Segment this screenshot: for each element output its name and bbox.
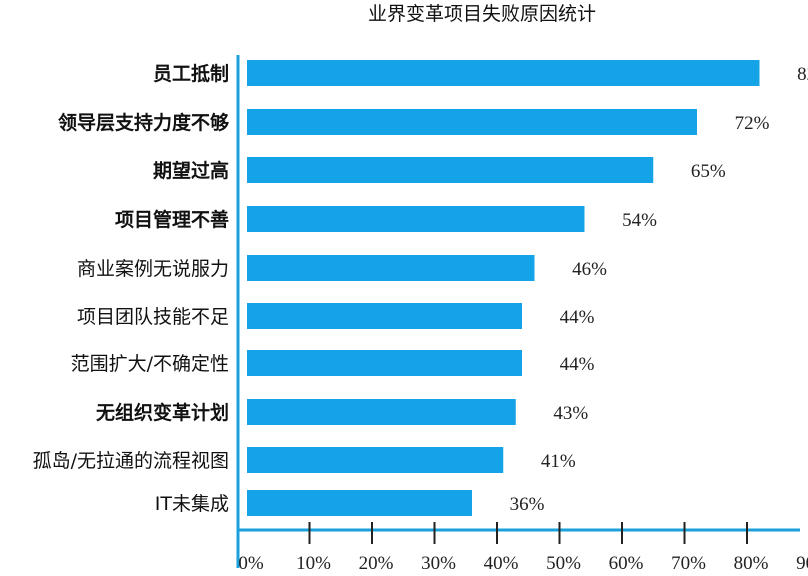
category-label: IT未集成 [155, 493, 229, 515]
value-label: 46% [572, 259, 607, 280]
value-label: 41% [541, 451, 576, 472]
category-label: 期望过高 [153, 159, 229, 182]
x-tick-label: 70% [671, 553, 706, 574]
category-label: 员工抵制 [153, 62, 229, 85]
value-label: 44% [560, 307, 595, 328]
bar-9 [247, 447, 504, 473]
bar-3 [247, 157, 654, 183]
bar-5 [247, 255, 535, 281]
value-label: 65% [691, 161, 726, 182]
x-tick-label: 40% [484, 553, 519, 574]
value-label: 36% [510, 494, 545, 515]
category-label: 项目团队技能不足 [77, 306, 229, 328]
value-label: 44% [560, 354, 595, 375]
bar-6 [247, 303, 522, 329]
chart-title: 业界变革项目失败原因统计 [368, 3, 596, 25]
labels-group: 员工抵制 82% 领导层支持力度不够 72% 期望过高 65% 项目管理不善 54% 商业案例无… [33, 62, 808, 574]
x-tick-label: 90% [796, 553, 808, 574]
value-label: 72% [735, 113, 770, 134]
bar-1 [247, 60, 760, 86]
bar-7 [247, 350, 522, 376]
value-label: 82% [797, 64, 808, 85]
category-label: 无组织变革计划 [96, 401, 229, 424]
bar-10 [247, 490, 472, 516]
bars-group [247, 60, 760, 516]
category-label: 项目管理不善 [115, 208, 229, 231]
value-label: 54% [622, 210, 657, 231]
x-tick-label: 60% [609, 553, 644, 574]
x-tick-label: 10% [296, 553, 331, 574]
x-tick-label: 0% [238, 553, 264, 574]
category-label: 孤岛/无拉通的流程视图 [33, 450, 229, 472]
x-tick-label: 20% [359, 553, 394, 574]
x-tick-label: 50% [546, 553, 581, 574]
bar-8 [247, 399, 516, 425]
category-label: 领导层支持力度不够 [58, 111, 229, 134]
value-label: 43% [553, 403, 588, 424]
category-label: 商业案例无说服力 [77, 258, 229, 280]
bar-4 [247, 206, 585, 232]
axes-group [236, 55, 800, 568]
category-label: 范围扩大/不确定性 [71, 353, 229, 375]
x-tick-label: 30% [421, 553, 456, 574]
x-tick-label: 80% [734, 553, 769, 574]
bar-2 [247, 109, 697, 135]
